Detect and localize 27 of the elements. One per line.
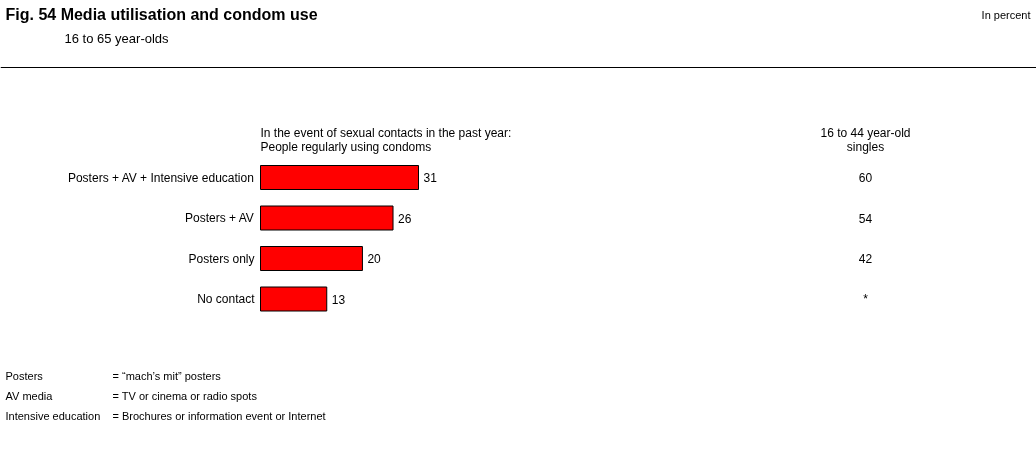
text: 42 (858, 252, 873, 266)
bar (260, 246, 363, 271)
y-tick-label: Posters only (188, 251, 255, 266)
y-tick-label: Posters + AV + Intensive education (67, 170, 254, 185)
data-label: 13 (331, 292, 346, 307)
text: 54 (858, 211, 873, 226)
data-label: 31 (423, 171, 438, 185)
text: = TV or cinema or radio spots (112, 389, 258, 402)
data-label: 26 (398, 211, 412, 226)
text: * (863, 292, 869, 306)
text: Posters (5, 369, 44, 382)
text: AV media (5, 389, 54, 402)
text: 60 (858, 171, 873, 185)
text: In the event of sexual contacts in the past year: People regularly using condoms (260, 125, 512, 154)
bar (260, 205, 394, 231)
text: 16 to 44 year-old singles (820, 125, 911, 154)
text: 16 to 65 year-olds (64, 31, 170, 46)
bar (260, 165, 419, 190)
y-tick-label: Posters + AV (185, 211, 254, 225)
y-tick-label: No contact (197, 292, 256, 306)
data-label: 20 (367, 252, 382, 266)
text: = “mach’s mit” posters (112, 369, 222, 382)
bar (260, 286, 328, 312)
chart-title: Fig. 54 Media utilisation and condom use (5, 6, 318, 23)
text: In percent (981, 8, 1031, 21)
text: Intensive education (5, 409, 101, 422)
text: = Brochures or information event or Internet (112, 409, 326, 422)
